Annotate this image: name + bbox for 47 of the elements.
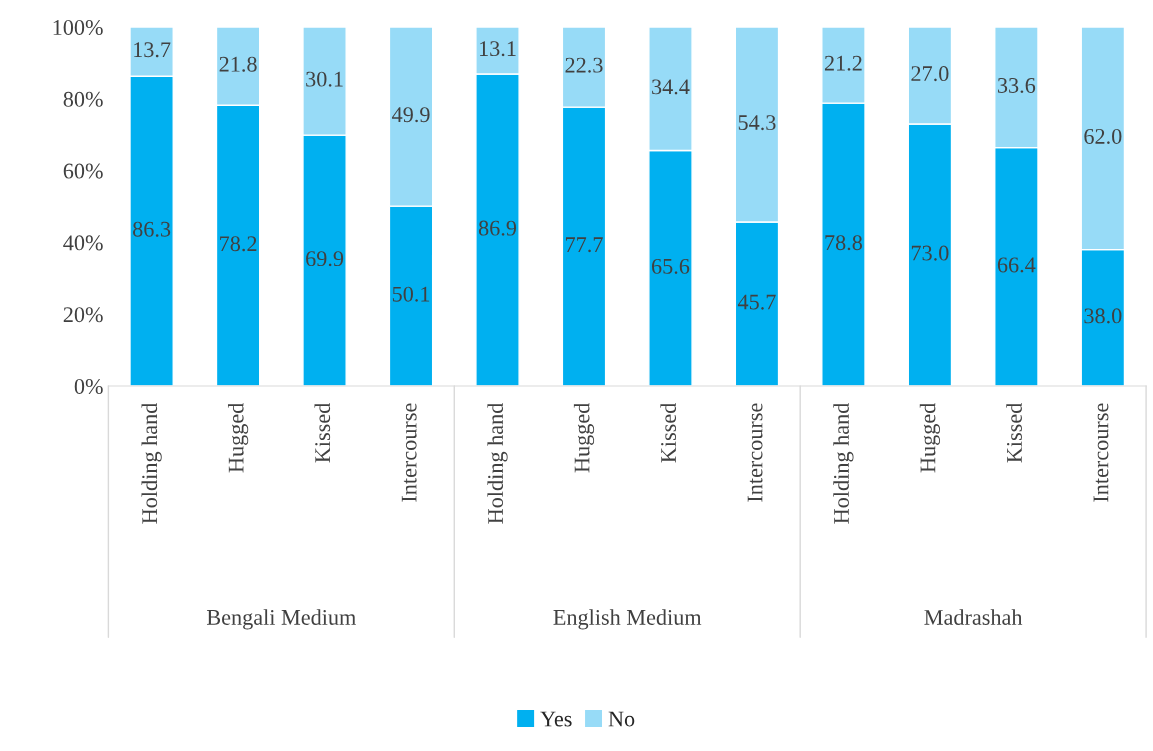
data-label: 54.3 [738, 115, 776, 131]
data-label: 78.2 [220, 236, 257, 252]
x-tick-label: Hugged [573, 402, 595, 473]
data-label: 27.0 [911, 66, 949, 82]
legend-label: No [608, 711, 635, 727]
x-tick-label: Intercourse [747, 403, 763, 502]
x-tick-label: Kissed [1006, 402, 1022, 463]
data-label: 13.1 [480, 41, 516, 57]
data-label: 73.0 [911, 245, 949, 261]
y-tick-label: 80% [63, 91, 103, 107]
data-label: 50.1 [392, 286, 430, 302]
data-label: 86.9 [478, 220, 517, 236]
legend-label: Yes [540, 711, 572, 727]
y-tick-label: 60% [63, 163, 103, 179]
data-label: 65.6 [651, 258, 690, 274]
data-label: 69.9 [306, 251, 344, 267]
y-tick-label: 100% [53, 19, 103, 36]
data-label: 49.9 [392, 107, 430, 123]
x-tick-label: Holding hand [141, 402, 162, 524]
text: Madrashah [924, 609, 1023, 625]
data-label: 21.8 [219, 56, 257, 72]
x-tick-label: Holding hand [833, 402, 854, 524]
text: English Medium [553, 609, 702, 630]
data-label: 77.7 [566, 237, 603, 253]
y-tick-label: 40% [63, 235, 103, 251]
data-label: 33.6 [997, 77, 1036, 93]
data-label: 34.4 [652, 79, 690, 95]
data-label: 78.8 [825, 235, 863, 251]
data-label: 62.0 [1084, 128, 1122, 144]
data-label: 30.1 [306, 71, 343, 87]
x-tick-label: Kissed [314, 402, 331, 463]
x-tick-label: Holding hand [487, 402, 508, 524]
x-tick-label: Intercourse [401, 403, 417, 502]
data-label: 13.7 [134, 42, 171, 58]
text: Bengali Medium [206, 609, 356, 630]
data-label: 66.4 [997, 257, 1036, 273]
x-tick-label: Hugged [227, 402, 249, 473]
x-tick-label: Hugged [919, 402, 940, 473]
x-tick-label: Kissed [660, 402, 677, 463]
data-label: 22.3 [565, 57, 603, 73]
data-label: 38.0 [1084, 308, 1122, 324]
y-tick-label: 0% [74, 378, 103, 395]
x-tick-label: Intercourse [1093, 403, 1109, 502]
y-tick-label: 20% [63, 307, 103, 323]
data-label: 21.2 [824, 55, 862, 71]
data-label: 45.7 [737, 294, 776, 310]
data-label: 86.3 [133, 221, 171, 237]
